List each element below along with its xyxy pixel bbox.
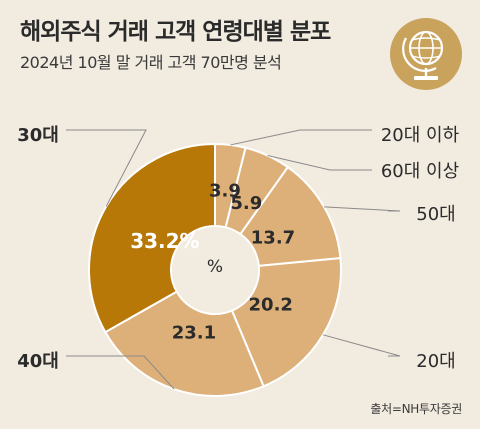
- slice-category-label: 20대 이하: [381, 125, 460, 146]
- slice-category-label: 40대: [17, 351, 59, 372]
- leader-line: [230, 129, 372, 146]
- donut-slice: [239, 165, 342, 267]
- slice-value-label: 20.2: [249, 294, 293, 315]
- slice-category-label: 50대: [416, 204, 455, 225]
- leader-line: [324, 206, 401, 212]
- globe-icon: [390, 18, 462, 90]
- leader-line: [66, 355, 175, 390]
- chart-subtitle: 2024년 10월 말 거래 고객 70만명 분석: [20, 53, 282, 72]
- slice-category-label: 20대: [416, 351, 455, 372]
- donut-slice: [230, 257, 342, 388]
- slice-value-label: 5.9: [230, 193, 262, 214]
- leader-line: [66, 129, 147, 207]
- leader-line: [267, 155, 372, 171]
- slice-category-label: 60대 이상: [381, 161, 459, 182]
- chart-title: 해외주식 거래 고객 연령대별 분포: [20, 19, 331, 45]
- donut-slice: [88, 142, 216, 334]
- slice-value-label: 23.1: [172, 322, 216, 343]
- center-unit-label: %: [207, 257, 223, 277]
- donut-hole: [172, 227, 258, 313]
- source-note: 출처=NH투자증권: [370, 402, 462, 416]
- slice-value-label: 13.7: [251, 227, 295, 248]
- donut-slice: [103, 290, 265, 397]
- slice-value-label: 3.9: [209, 181, 241, 202]
- leader-line: [322, 334, 401, 357]
- slice-category-label: 30대: [17, 125, 59, 146]
- slice-value-label: 33.2%: [130, 229, 199, 253]
